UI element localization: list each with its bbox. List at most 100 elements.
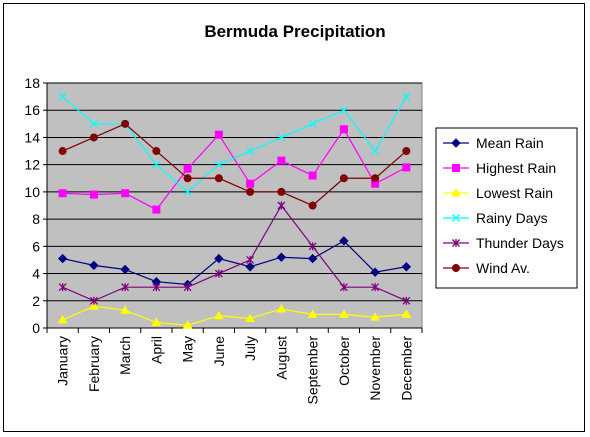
y-tick-label: 6	[32, 238, 40, 254]
marker-shape	[245, 262, 255, 272]
legend-item-mean-rain: Mean Rain	[443, 135, 544, 151]
y-tick-label: 14	[24, 129, 40, 145]
marker-shape	[401, 262, 412, 272]
data-point-mean-rain	[307, 253, 318, 264]
marker-shape	[58, 189, 67, 198]
data-point-wind-av	[246, 187, 255, 196]
data-point-mean-rain	[370, 267, 380, 277]
legend-label: Thunder Days	[476, 235, 564, 251]
x-tick-label: June	[211, 336, 227, 367]
marker-shape	[246, 187, 255, 196]
data-point-lowest-rain	[307, 309, 318, 318]
x-tick-label: January	[55, 336, 71, 386]
marker-shape	[308, 201, 317, 210]
data-point-rainy-days	[152, 160, 161, 169]
y-tick-label: 10	[24, 184, 40, 200]
marker-shape	[214, 160, 223, 169]
marker-shape	[151, 317, 162, 327]
legend-marker	[452, 164, 460, 172]
marker-shape	[339, 125, 348, 134]
data-point-wind-av	[121, 119, 130, 128]
marker-shape	[183, 174, 192, 183]
data-point-thunder-days	[402, 296, 411, 305]
y-tick-label: 4	[32, 266, 40, 282]
legend-item-highest-rain: Highest Rain	[443, 160, 556, 176]
series-line-rainy-days	[62, 96, 407, 193]
data-point-rainy-days	[89, 119, 98, 128]
data-point-thunder-days	[121, 283, 130, 292]
data-point-highest-rain	[89, 190, 98, 199]
data-point-highest-rain	[152, 205, 161, 214]
data-point-lowest-rain	[57, 314, 68, 324]
marker-shape	[182, 320, 193, 329]
data-point-wind-av	[58, 147, 67, 156]
marker-shape	[370, 312, 380, 321]
data-point-rainy-days	[277, 133, 286, 142]
x-tick-label: May	[180, 336, 196, 362]
data-point-lowest-rain	[339, 309, 349, 318]
data-point-lowest-rain	[245, 313, 255, 322]
data-point-rainy-days	[58, 92, 67, 101]
marker-shape	[452, 214, 460, 222]
x-tick-label: February	[86, 336, 102, 392]
legend-label: Rainy Days	[476, 210, 548, 226]
marker-shape	[402, 92, 411, 101]
x-tick-label: October	[336, 336, 352, 386]
y-tick-label: 2	[32, 293, 40, 309]
data-point-lowest-rain	[214, 310, 224, 320]
marker-shape	[451, 138, 461, 148]
data-point-mean-rain	[120, 264, 130, 275]
data-point-lowest-rain	[89, 301, 99, 310]
data-point-highest-rain	[402, 163, 411, 172]
x-tick-label: August	[273, 336, 289, 380]
marker-shape	[245, 313, 255, 322]
data-point-mean-rain	[401, 262, 412, 272]
marker-shape	[339, 309, 349, 318]
data-point-rainy-days	[183, 187, 192, 196]
x-tick-label: July	[242, 336, 258, 361]
legend-item-wind-av: Wind Av.	[443, 260, 530, 276]
data-point-highest-rain	[246, 179, 255, 188]
marker-shape	[339, 236, 349, 246]
marker-shape	[402, 147, 411, 156]
legend-marker	[452, 239, 460, 247]
marker-shape	[339, 174, 348, 183]
data-point-thunder-days	[339, 283, 348, 292]
data-point-thunder-days	[89, 296, 98, 305]
y-tick-label: 0	[32, 320, 40, 336]
marker-shape	[89, 133, 98, 142]
marker-shape	[370, 267, 380, 277]
data-point-thunder-days	[152, 283, 161, 292]
marker-shape	[121, 189, 130, 198]
marker-shape	[308, 171, 317, 180]
y-tick-label: 18	[24, 75, 40, 91]
plot-area	[46, 82, 423, 329]
data-point-rainy-days	[246, 147, 255, 156]
legend-marker	[451, 187, 461, 197]
marker-shape	[401, 309, 412, 318]
data-point-rainy-days	[214, 160, 223, 169]
data-point-wind-av	[371, 174, 380, 183]
legend-marker	[452, 264, 460, 272]
marker-shape	[57, 314, 68, 324]
data-point-highest-rain	[339, 125, 348, 134]
legend-marker	[451, 138, 461, 148]
marker-shape	[89, 119, 98, 128]
marker-shape	[277, 187, 286, 196]
y-tick-label: 8	[32, 211, 40, 227]
series-line-lowest-rain	[62, 305, 407, 326]
marker-shape	[402, 163, 411, 172]
marker-shape	[152, 147, 161, 156]
legend-item-rainy-days: Rainy Days	[443, 210, 548, 226]
marker-shape	[276, 303, 287, 313]
marker-shape	[451, 187, 461, 197]
data-point-mean-rain	[57, 253, 68, 264]
data-point-rainy-days	[339, 106, 348, 115]
data-point-thunder-days	[277, 201, 286, 210]
marker-shape	[89, 301, 99, 310]
legend-label: Wind Av.	[476, 260, 530, 276]
data-point-wind-av	[183, 174, 192, 183]
data-point-mean-rain	[214, 253, 224, 264]
legend-item-lowest-rain: Lowest Rain	[443, 185, 553, 201]
marker-shape	[58, 147, 67, 156]
